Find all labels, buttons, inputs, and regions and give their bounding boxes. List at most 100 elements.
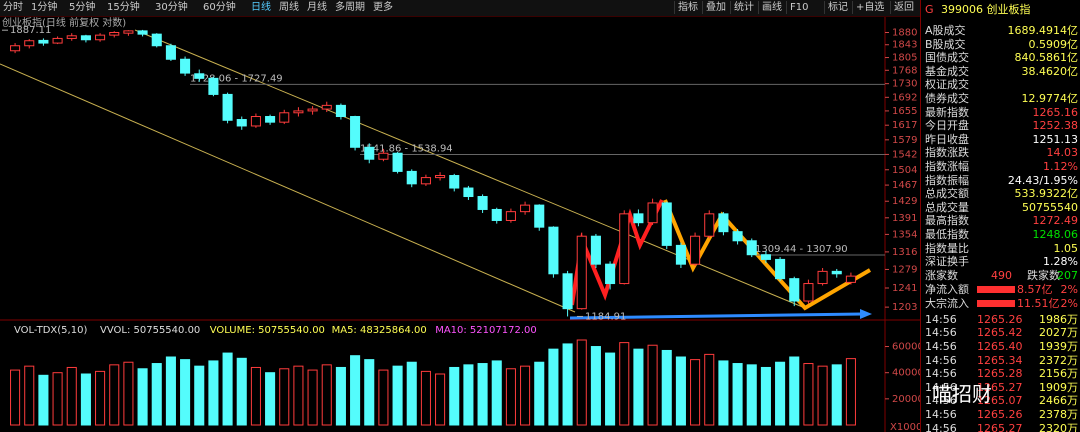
quote-value: 840.5861亿 bbox=[1014, 51, 1079, 65]
volume-bar bbox=[38, 374, 49, 426]
period-tab[interactable]: 多周期 bbox=[335, 2, 365, 13]
volume-bar bbox=[435, 373, 446, 426]
candle-body bbox=[10, 45, 21, 52]
y-tick-label: 1279 bbox=[892, 264, 917, 275]
trade-price: 1265.07 bbox=[977, 394, 1023, 408]
trade-price: 1265.27 bbox=[977, 421, 1023, 432]
volume-bar bbox=[817, 365, 828, 426]
quote-label: 总成交量 bbox=[925, 200, 969, 214]
period-tab[interactable]: 5分钟 bbox=[69, 2, 96, 13]
quote-label: A股成交 bbox=[925, 24, 966, 37]
candle-body bbox=[392, 152, 403, 172]
breadth-label: 涨家数 bbox=[925, 268, 958, 282]
candle-body bbox=[463, 187, 474, 198]
volume-bar bbox=[633, 348, 644, 426]
volume-bar bbox=[293, 365, 304, 426]
trade-price: 1265.40 bbox=[977, 340, 1023, 353]
tool-button[interactable]: F10 bbox=[786, 1, 808, 14]
volume-tick-label: 20000 bbox=[892, 394, 920, 405]
candle-body bbox=[378, 152, 389, 160]
candle-body bbox=[321, 104, 332, 110]
tool-button[interactable]: 标记 bbox=[824, 1, 848, 14]
candle-body bbox=[307, 108, 318, 112]
period-tab[interactable]: 月线 bbox=[307, 2, 327, 13]
candle-body bbox=[520, 204, 531, 213]
y-tick-label: 1241 bbox=[892, 283, 917, 294]
trade-price: 1265.27 bbox=[977, 380, 1023, 394]
level-label: 1541.86 - 1538.94 bbox=[360, 143, 453, 154]
trade-volume: 1909万 bbox=[1039, 380, 1078, 394]
chart: 创业板指(日线 前复权 对数) VOL-TDX(5,10) X1000 1203… bbox=[0, 16, 920, 432]
period-tab[interactable]: 更多 bbox=[373, 2, 393, 13]
tool-button[interactable]: 画线 bbox=[758, 1, 782, 14]
volume-bar bbox=[746, 364, 757, 426]
volume-bar bbox=[10, 369, 21, 426]
quote-flag: G bbox=[925, 3, 934, 16]
quote-label: 指数涨幅 bbox=[925, 160, 969, 173]
candle-body bbox=[66, 35, 77, 39]
candle-body bbox=[775, 258, 786, 280]
flow-label: 净流入额 bbox=[925, 282, 969, 296]
trade-time: 14:56 bbox=[925, 408, 957, 421]
candle-body bbox=[123, 30, 134, 34]
quote-label: 昨日收盘 bbox=[925, 132, 969, 146]
candle-body bbox=[236, 119, 247, 127]
tool-button[interactable]: 叠加 bbox=[702, 1, 726, 14]
volume-bar bbox=[548, 348, 559, 426]
trend-arrow bbox=[569, 312, 863, 320]
candle-body bbox=[817, 270, 828, 285]
period-tab[interactable]: 周线 bbox=[279, 2, 299, 13]
period-tab[interactable]: 30分钟 bbox=[155, 2, 188, 13]
quote-label: 国债成交 bbox=[925, 51, 969, 65]
candle-body bbox=[222, 93, 233, 121]
period-tab[interactable]: 1分钟 bbox=[31, 2, 58, 13]
volume-bar bbox=[420, 370, 431, 426]
volume-bar bbox=[732, 363, 743, 426]
volume-bar bbox=[321, 364, 332, 426]
flow-bar bbox=[977, 285, 1015, 293]
quote-value: 38.4620亿 bbox=[1021, 64, 1079, 78]
volume-bar bbox=[789, 356, 800, 426]
candle-body bbox=[151, 33, 162, 47]
trade-time: 14:56 bbox=[925, 353, 957, 367]
y-tick-label: 1391 bbox=[892, 213, 917, 224]
candle-body bbox=[335, 104, 346, 118]
candle-body bbox=[831, 270, 842, 275]
period-tab[interactable]: 60分钟 bbox=[203, 2, 236, 13]
period-tab[interactable]: 15分钟 bbox=[107, 2, 140, 13]
volume-bar bbox=[80, 373, 91, 426]
volume-bar bbox=[52, 372, 63, 426]
breadth-down: 207 bbox=[1057, 268, 1078, 282]
breadth-label: 跌家数 bbox=[1027, 268, 1060, 282]
trade-volume: 2027万 bbox=[1039, 326, 1078, 340]
volume-bar bbox=[406, 361, 417, 426]
level-label: 1184.91 bbox=[585, 311, 626, 322]
tool-button[interactable]: 返回 bbox=[890, 1, 914, 14]
flow-value: 8.57亿 bbox=[1017, 282, 1053, 296]
period-tab[interactable]: 分时 bbox=[3, 2, 23, 13]
quote-label: 债券成交 bbox=[925, 92, 969, 105]
quote-value: 1248.06 bbox=[1032, 228, 1079, 241]
level-label: 1887.11 bbox=[10, 25, 51, 36]
candle-body bbox=[803, 283, 814, 302]
volume-bar bbox=[24, 365, 35, 426]
tool-button[interactable]: 指标 bbox=[674, 1, 698, 14]
candle-body bbox=[435, 175, 446, 179]
flow-bar bbox=[977, 299, 1015, 307]
candle-body bbox=[265, 116, 276, 123]
tool-button[interactable]: 统计 bbox=[730, 1, 754, 14]
volume-bar bbox=[718, 360, 729, 426]
quote-value: 1.28% bbox=[1043, 255, 1078, 269]
volume-bar bbox=[109, 364, 120, 426]
volume-bar bbox=[307, 369, 318, 426]
volume-bar bbox=[619, 342, 630, 426]
tool-button[interactable]: +自选 bbox=[852, 1, 884, 14]
candle-body bbox=[760, 254, 771, 260]
period-tab[interactable]: 日线 bbox=[251, 2, 271, 13]
volume-title: VOL-TDX(5,10) bbox=[14, 325, 87, 336]
candle-body bbox=[364, 146, 375, 160]
volume-bar bbox=[123, 361, 134, 426]
volume-bar bbox=[364, 359, 375, 426]
volume-bar bbox=[194, 365, 205, 426]
trade-volume: 2378万 bbox=[1039, 408, 1078, 421]
